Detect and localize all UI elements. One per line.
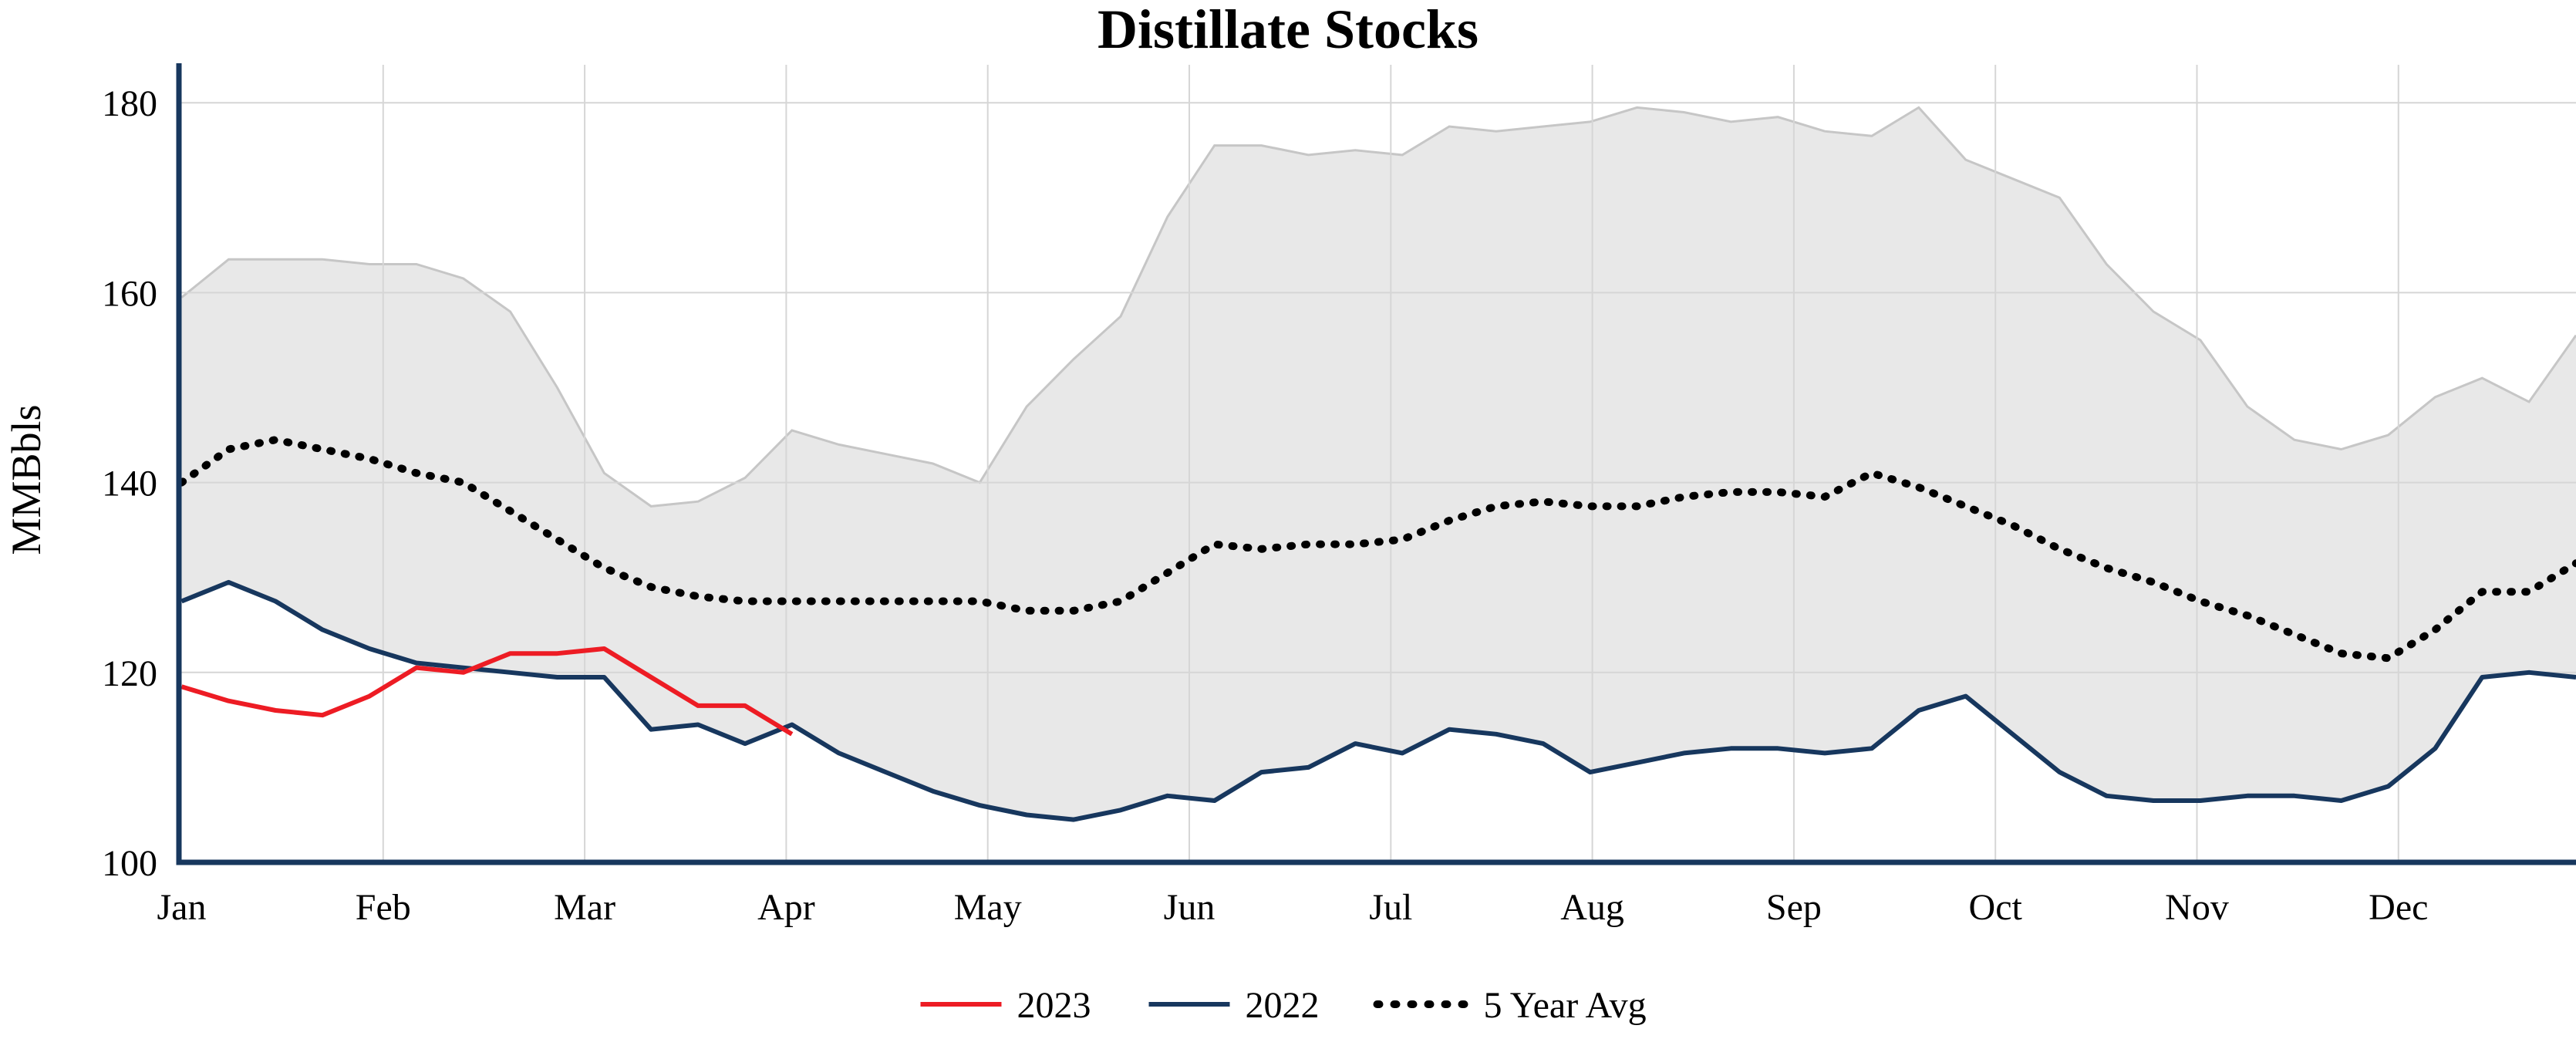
tick-labels: 100 120 140 160 180 Jan Feb Mar Apr May Jun Jul Aug S… <box>102 83 2428 928</box>
y-tick-label-140: 140 <box>102 464 157 504</box>
y-tick-label-100: 100 <box>102 843 157 884</box>
x-tick-label-sep: Sep <box>1766 887 1822 928</box>
x-tick-label-feb: Feb <box>356 887 411 928</box>
x-tick-label-jun: Jun <box>1164 887 1216 928</box>
series-line-2022 <box>180 579 2576 822</box>
legend-label-2023: 2023 <box>1017 985 1091 1026</box>
x-tick-label-mar: Mar <box>554 887 615 928</box>
x-tick-label-may: May <box>954 887 1022 928</box>
x-tick-label-jan: Jan <box>157 887 207 928</box>
legend-item-5-year-avg: 5 Year Avg <box>1373 985 1647 1026</box>
chart-title: Distillate Stocks <box>1097 0 1479 60</box>
x-tick-label-nov: Nov <box>2165 887 2229 928</box>
x-tick-label-oct: Oct <box>1969 887 2023 928</box>
series-lines <box>177 436 2576 822</box>
five-year-range-upper-edge <box>180 106 2576 508</box>
x-tick-label-apr: Apr <box>757 887 815 928</box>
five-year-range-area <box>181 107 2576 820</box>
legend-item-2022: 2022 <box>1148 985 1320 1026</box>
y-tick-label-180: 180 <box>102 83 157 124</box>
series-line-2023 <box>180 646 794 737</box>
five-year-range-band <box>180 106 2576 820</box>
legend-item-2023: 2023 <box>920 985 1091 1026</box>
legend-label-5-year-avg: 5 Year Avg <box>1484 985 1647 1026</box>
x-tick-label-aug: Aug <box>1560 887 1624 928</box>
x-tick-label-dec: Dec <box>2369 887 2428 928</box>
gridlines <box>179 65 2576 862</box>
legend: 2023 2022 5 Year Avg <box>920 985 1647 1026</box>
y-tick-label-120: 120 <box>102 653 157 694</box>
x-tick-label-jul: Jul <box>1369 887 1412 928</box>
legend-label-2022: 2022 <box>1246 985 1320 1026</box>
y-axis-label: MMBbls <box>3 404 49 555</box>
series-line-5-year-avg <box>177 436 2576 663</box>
y-tick-label-160: 160 <box>102 273 157 314</box>
axes <box>176 63 2576 865</box>
